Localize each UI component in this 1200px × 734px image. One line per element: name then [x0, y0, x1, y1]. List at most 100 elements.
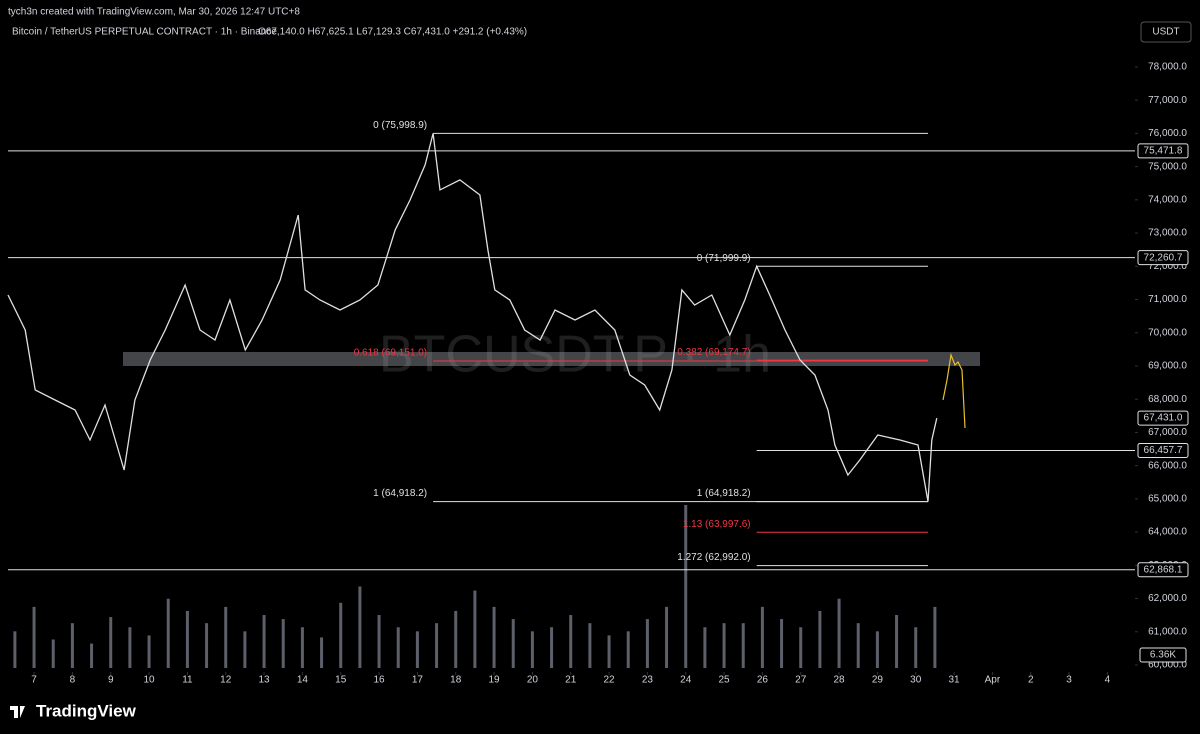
projection — [942, 352, 966, 429]
x-tick-label: Apr — [985, 675, 1001, 686]
fib-label: 0.618 (69,151.0) — [354, 348, 427, 359]
x-tick-label: 20 — [527, 675, 539, 686]
fib-label: 1.13 (63,997.6) — [683, 519, 751, 530]
x-tick-label: 11 — [182, 675, 193, 686]
volume-bar — [358, 586, 362, 668]
x-tick-label: 3 — [1066, 675, 1072, 686]
volume-bar — [818, 610, 822, 668]
volume-bar — [607, 635, 611, 668]
last-volume-box — [1139, 647, 1187, 663]
volume-bar — [684, 505, 688, 668]
volume-bar — [703, 627, 707, 668]
currency-button[interactable] — [1140, 21, 1192, 43]
x-tick-label: 13 — [259, 675, 271, 686]
volume-bar — [435, 623, 439, 668]
ohlc: O67,140.0 H67,625.1 L67,129.3 C67,431.0 … — [258, 27, 527, 38]
price-line — [7, 133, 938, 502]
x-tick-label: 19 — [489, 675, 501, 686]
x-tick-label: 29 — [872, 675, 884, 686]
y-tick-label: 74,000.0 — [1148, 194, 1187, 205]
watermark: BTCUSDT.P · 1h — [379, 326, 771, 384]
volume-bar — [473, 590, 477, 668]
volume-bar — [856, 623, 860, 668]
volume-bar — [109, 617, 113, 668]
y-tick-label: 60,000.0 — [1148, 660, 1187, 671]
logo: TradingView — [36, 701, 137, 720]
volume-bar — [722, 623, 726, 668]
y-tick-label: 78,000.0 — [1148, 62, 1187, 73]
volume-bar — [454, 610, 458, 668]
volume-bar — [128, 627, 132, 668]
x-tick-label: 4 — [1105, 675, 1111, 686]
volume-bar — [569, 615, 573, 668]
volume-bar — [320, 637, 324, 668]
y-tick-label: 65,000.0 — [1148, 494, 1187, 505]
volume-bar — [492, 606, 496, 668]
x-tick-label: 15 — [335, 675, 347, 686]
y-tick-label: 62,000.0 — [1148, 593, 1187, 604]
volume-bar — [339, 602, 343, 668]
volume-bar — [875, 631, 879, 668]
volume-bar — [13, 631, 17, 668]
zone — [123, 352, 980, 366]
y-tick-label: 66,000.0 — [1148, 460, 1187, 471]
volume-bar — [243, 631, 247, 668]
volume-bar — [147, 635, 151, 668]
level-box — [1137, 143, 1189, 159]
volume-bar — [205, 623, 209, 668]
x-tick-label: 28 — [834, 675, 846, 686]
volume-bar — [32, 606, 36, 668]
currency[interactable]: USDT — [1152, 27, 1179, 38]
volume-bar — [90, 643, 94, 668]
y-tick-label: 75,000.0 — [1148, 161, 1187, 172]
fib-label: 0 (71,999.9) — [697, 253, 751, 264]
volume-bar — [626, 631, 630, 668]
fib-label: 0.382 (69,174.7) — [677, 347, 750, 358]
volume-bar — [837, 598, 841, 668]
x-tick-label: 21 — [565, 675, 577, 686]
level-label: 72,260.7 — [1144, 252, 1183, 263]
volume-bar — [550, 627, 554, 668]
x-tick-label: 17 — [412, 675, 424, 686]
level-label: 66,457.7 — [1144, 445, 1183, 456]
volume-bar — [799, 627, 803, 668]
volume-bar — [70, 623, 74, 668]
y-tick-label: 67,000.0 — [1148, 427, 1187, 438]
volume-bar — [396, 627, 400, 668]
x-tick-label: 26 — [757, 675, 769, 686]
fib-label: 0 (75,998.9) — [373, 120, 427, 131]
y-tick-label: 61,000.0 — [1148, 626, 1187, 637]
volume-bar — [51, 639, 55, 668]
x-tick-label: 24 — [680, 675, 692, 686]
x-tick-label: 30 — [910, 675, 922, 686]
volume-bar — [262, 615, 266, 668]
x-tick-label: 25 — [719, 675, 731, 686]
x-tick-label: 10 — [144, 675, 156, 686]
level-box — [1137, 442, 1189, 458]
volume-bar — [166, 598, 170, 668]
x-tick-label: 31 — [949, 675, 961, 686]
volume-bar — [760, 606, 764, 668]
x-tick-label: 16 — [374, 675, 386, 686]
y-tick-label: 64,000.0 — [1148, 527, 1187, 538]
level-label: 75,471.8 — [1144, 146, 1183, 157]
symbol: Bitcoin / TetherUS PERPETUAL CONTRACT · … — [12, 27, 277, 38]
x-tick-label: 22 — [604, 675, 616, 686]
volume-bar — [933, 606, 937, 668]
fib-label: 1 (64,918.2) — [373, 488, 427, 499]
fib-label: 1.272 (62,992.0) — [677, 552, 750, 563]
y-tick-label: 68,000.0 — [1148, 394, 1187, 405]
x-tick-label: 27 — [795, 675, 807, 686]
volume-bar — [511, 619, 515, 668]
x-tick-label: 7 — [31, 675, 37, 686]
y-tick-label: 72,000.0 — [1148, 261, 1187, 272]
y-tick-label: 76,000.0 — [1148, 128, 1187, 139]
volume-bar — [415, 631, 419, 668]
x-tick-label: 9 — [108, 675, 114, 686]
volume-bar — [185, 610, 189, 668]
volume-bar — [530, 631, 534, 668]
